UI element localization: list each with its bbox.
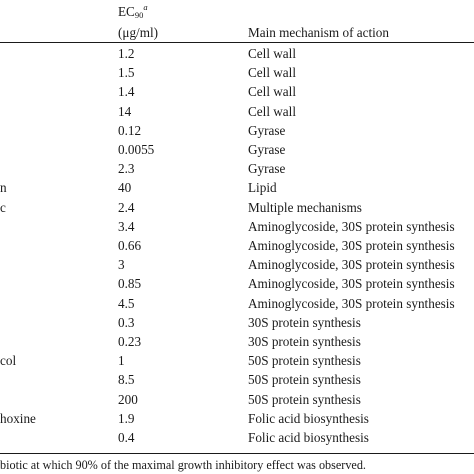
ec90-cell: 40: [118, 180, 132, 196]
mechanism-cell: Cell wall: [248, 46, 296, 61]
ec90-column-header: EC90a: [118, 3, 148, 20]
mechanism-cell: 30S protein synthesis: [248, 334, 361, 349]
mechanism-cell: Aminoglycoside, 30S protein synthesis: [248, 218, 455, 234]
table-row: 0.23 30S protein synthesis: [0, 335, 474, 353]
antibiotic-name-cell: hoxine: [0, 410, 36, 426]
ec90-cell: 2.4: [118, 199, 135, 215]
ec90-cell: 3.4: [118, 218, 135, 234]
header-rule: [0, 42, 474, 43]
table-row: 1.4 Cell wall: [0, 85, 474, 103]
ec90-cell: 1.5: [118, 65, 135, 81]
ec90-cell: 0.85: [118, 276, 142, 292]
ec90-cell: 2.3: [118, 161, 135, 177]
ec90-cell: 0.3: [118, 314, 135, 330]
table-row: 0.12 Gyrase: [0, 124, 474, 142]
table-row: 14 Cell wall: [0, 103, 474, 123]
table-row: 0.4 Folic acid biosynthesis: [0, 431, 474, 449]
mechanism-cell: Aminoglycoside, 30S protein synthesis: [248, 295, 455, 311]
table-row: 0.0055 Gyrase: [0, 143, 474, 161]
ec90-cell: 0.0055: [118, 142, 155, 157]
mechanism-column-header: Main mechanism of action: [248, 25, 389, 40]
table-row: 4.5 Aminoglycoside, 30S protein synthesis: [0, 295, 474, 315]
ec90-cell: 1: [118, 353, 125, 369]
antibiotic-name-cell: n: [0, 180, 7, 196]
ec90-cell: 3: [118, 257, 125, 273]
table-footnote: biotic at which 90% of the maximal growt…: [0, 458, 366, 472]
table-row: 0.3 30S protein synthesis: [0, 316, 474, 334]
mechanism-cell: Cell wall: [248, 103, 296, 119]
mechanism-cell: Aminoglycoside, 30S protein synthesis: [248, 257, 455, 273]
antibiotic-name-cell: c: [0, 199, 6, 215]
mechanism-cell: Cell wall: [248, 65, 296, 81]
mechanism-cell: Gyrase: [248, 142, 286, 157]
table-bottom-rule: [0, 453, 474, 454]
mechanism-cell: Gyrase: [248, 122, 286, 138]
mechanism-cell: Aminoglycoside, 30S protein synthesis: [248, 276, 455, 292]
table-row: 8.5 50S protein synthesis: [0, 373, 474, 391]
mechanism-cell: Folic acid biosynthesis: [248, 410, 369, 426]
ec90-cell: 1.9: [118, 410, 135, 426]
ec90-cell: 0.4: [118, 430, 135, 445]
antibiotic-name-cell: col: [0, 353, 17, 369]
ec90-cell: 0.66: [118, 238, 142, 253]
mechanism-cell: Multiple mechanisms: [248, 199, 362, 215]
ec90-cell: 1.2: [118, 46, 135, 61]
ec-footnote-marker: a: [143, 2, 148, 12]
table-row: 3 Aminoglycoside, 30S protein synthesis: [0, 258, 474, 276]
ec90-cell: 14: [118, 103, 132, 119]
ec90-cell: 8.5: [118, 372, 135, 388]
mechanism-cell: Folic acid biosynthesis: [248, 430, 369, 445]
mechanism-cell: 30S protein synthesis: [248, 314, 361, 330]
ec90-cell: 4.5: [118, 295, 135, 311]
table-row: hoxine 1.9 Folic acid biosynthesis: [0, 412, 474, 430]
ec-label: EC: [118, 4, 135, 19]
ec90-cell: 0.23: [118, 334, 142, 349]
mechanism-cell: Cell wall: [248, 84, 296, 100]
ec90-cell: 200: [118, 391, 138, 407]
table-row: 0.66 Aminoglycoside, 30S protein synthesi…: [0, 239, 474, 257]
mechanism-cell: Aminoglycoside, 30S protein synthesis: [248, 238, 455, 253]
mechanism-cell: 50S protein synthesis: [248, 391, 361, 407]
mechanism-cell: 50S protein synthesis: [248, 372, 361, 388]
table-row: 0.85 Aminoglycoside, 30S protein synthesi…: [0, 277, 474, 295]
ec90-cell: 0.12: [118, 122, 142, 138]
ec-subscript: 90: [134, 10, 144, 20]
table-row: 2.3 Gyrase: [0, 162, 474, 180]
mechanism-cell: Gyrase: [248, 161, 286, 177]
ec90-cell: 1.4: [118, 84, 135, 100]
mechanism-cell: 50S protein synthesis: [248, 353, 361, 369]
table-row: 1.2 Cell wall: [0, 47, 474, 65]
table-row: 1.5 Cell wall: [0, 66, 474, 84]
mechanism-cell: Lipid: [248, 180, 277, 196]
table-row: n 40 Lipid: [0, 181, 474, 199]
table-row: c 2.4 Multiple mechanisms: [0, 199, 474, 219]
table-row: col 1 50S protein synthesis: [0, 354, 474, 372]
table-row: 200 50S protein synthesis: [0, 391, 474, 411]
ec90-unit-header: (μg/ml): [118, 25, 159, 40]
table-row: 3.4 Aminoglycoside, 30S protein synthesis: [0, 220, 474, 238]
